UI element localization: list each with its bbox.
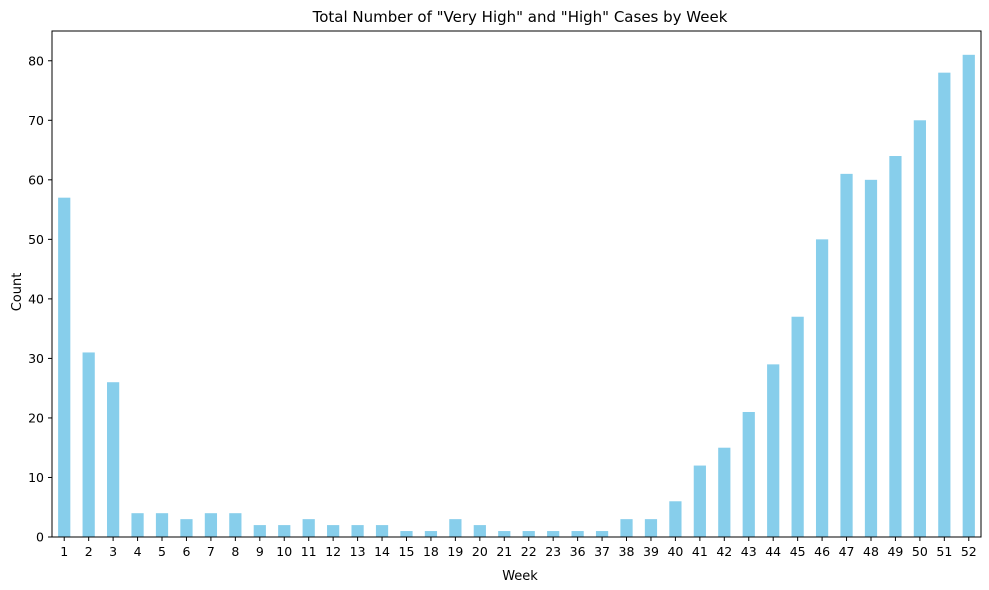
x-tick-label: 42 xyxy=(716,544,732,559)
y-axis-ticks: 0 10 20 30 40 50 60 70 80 xyxy=(28,53,52,545)
x-tick-label: 43 xyxy=(741,544,757,559)
y-axis-label: Count xyxy=(10,273,25,312)
x-tick-label: 51 xyxy=(936,544,952,559)
bar-week-51 xyxy=(938,72,951,538)
bar-week-9 xyxy=(253,525,266,537)
bar-week-48 xyxy=(864,179,878,537)
plot-frame xyxy=(51,30,982,538)
bar-week-41 xyxy=(693,465,706,537)
bar-week-50 xyxy=(913,120,926,537)
bar-week-21 xyxy=(498,531,511,537)
bar-week-13 xyxy=(351,525,364,537)
x-tick-label: 15 xyxy=(399,544,415,559)
x-tick-label: 46 xyxy=(814,544,830,559)
y-tick-label: 80 xyxy=(28,53,44,68)
x-tick-label: 38 xyxy=(619,544,635,559)
x-tick-label: 22 xyxy=(521,544,537,559)
y-tick-label: 40 xyxy=(28,291,44,306)
bar-week-36 xyxy=(571,531,584,537)
x-tick-label: 19 xyxy=(447,544,463,559)
bar-week-5 xyxy=(155,513,169,537)
x-tick-label: 13 xyxy=(350,544,366,559)
x-tick-label: 21 xyxy=(496,544,512,559)
x-tick-label: 6 xyxy=(182,544,190,559)
x-tick-label: 1 xyxy=(60,544,68,559)
x-tick-label: 37 xyxy=(594,544,610,559)
y-tick-label: 0 xyxy=(36,530,44,545)
x-tick-label: 47 xyxy=(839,544,855,559)
bar-week-52 xyxy=(962,54,975,538)
x-tick-label: 48 xyxy=(863,544,879,559)
x-tick-label: 2 xyxy=(85,544,93,559)
y-tick-label: 10 xyxy=(28,470,44,485)
x-tick-label: 3 xyxy=(109,544,117,559)
bar-week-38 xyxy=(620,519,633,537)
x-tick-label: 7 xyxy=(207,544,215,559)
x-tick-label: 41 xyxy=(692,544,708,559)
bar-week-45 xyxy=(791,316,804,537)
bar-week-46 xyxy=(815,239,829,537)
x-axis-label: Week xyxy=(502,569,538,584)
bar-week-19 xyxy=(449,519,462,537)
bar-week-23 xyxy=(547,531,560,537)
bar-week-12 xyxy=(327,525,340,537)
x-tick-label: 14 xyxy=(374,544,390,559)
x-tick-label: 40 xyxy=(667,544,683,559)
x-tick-label: 12 xyxy=(325,544,341,559)
bar-week-43 xyxy=(742,411,755,537)
bar-week-47 xyxy=(840,173,853,537)
x-tick-label: 23 xyxy=(545,544,561,559)
bar-week-37 xyxy=(595,531,609,537)
x-tick-label: 45 xyxy=(790,544,806,559)
x-tick-label: 36 xyxy=(570,544,586,559)
bar-week-3 xyxy=(107,382,120,537)
x-tick-label: 9 xyxy=(256,544,264,559)
x-tick-label: 49 xyxy=(887,544,903,559)
bar-week-22 xyxy=(522,531,535,537)
bar-week-8 xyxy=(229,513,242,537)
bar-week-7 xyxy=(204,513,218,537)
bar-week-39 xyxy=(644,519,658,537)
x-tick-label: 18 xyxy=(423,544,439,559)
bar-week-2 xyxy=(82,352,95,537)
bar-week-20 xyxy=(473,525,486,537)
x-tick-label: 11 xyxy=(301,544,317,559)
bar-week-49 xyxy=(889,156,902,537)
bar-week-4 xyxy=(131,513,144,537)
x-tick-label: 4 xyxy=(134,544,142,559)
x-tick-label: 39 xyxy=(643,544,659,559)
y-tick-label: 60 xyxy=(28,172,44,187)
x-tick-label: 20 xyxy=(472,544,488,559)
bar-week-18 xyxy=(424,531,438,537)
y-tick-label: 70 xyxy=(28,113,44,128)
x-tick-label: 44 xyxy=(765,544,781,559)
bar-week-6 xyxy=(180,519,193,537)
x-tick-label: 10 xyxy=(276,544,292,559)
bar-week-15 xyxy=(400,531,413,537)
chart-title: Total Number of "Very High" and "High" C… xyxy=(312,8,728,26)
x-tick-label: 50 xyxy=(912,544,928,559)
bar-week-14 xyxy=(375,525,389,537)
y-tick-label: 30 xyxy=(28,351,44,366)
bar-week-40 xyxy=(669,501,682,537)
bars-group xyxy=(58,54,975,538)
x-axis-ticks: 1 2 3 4 5 6 7 8 9 10 11 12 13 14 15 18 19 20 21 22 23 36 37 38 3… xyxy=(60,537,977,559)
x-tick-label: 52 xyxy=(961,544,977,559)
y-tick-label: 50 xyxy=(28,232,44,247)
bar-week-42 xyxy=(718,447,731,537)
bar-week-44 xyxy=(767,364,780,537)
bar-week-10 xyxy=(278,525,291,537)
bar-week-11 xyxy=(302,519,315,537)
y-tick-label: 20 xyxy=(28,410,44,425)
bar-week-1 xyxy=(58,197,71,537)
x-tick-label: 5 xyxy=(158,544,166,559)
x-tick-label: 8 xyxy=(231,544,239,559)
